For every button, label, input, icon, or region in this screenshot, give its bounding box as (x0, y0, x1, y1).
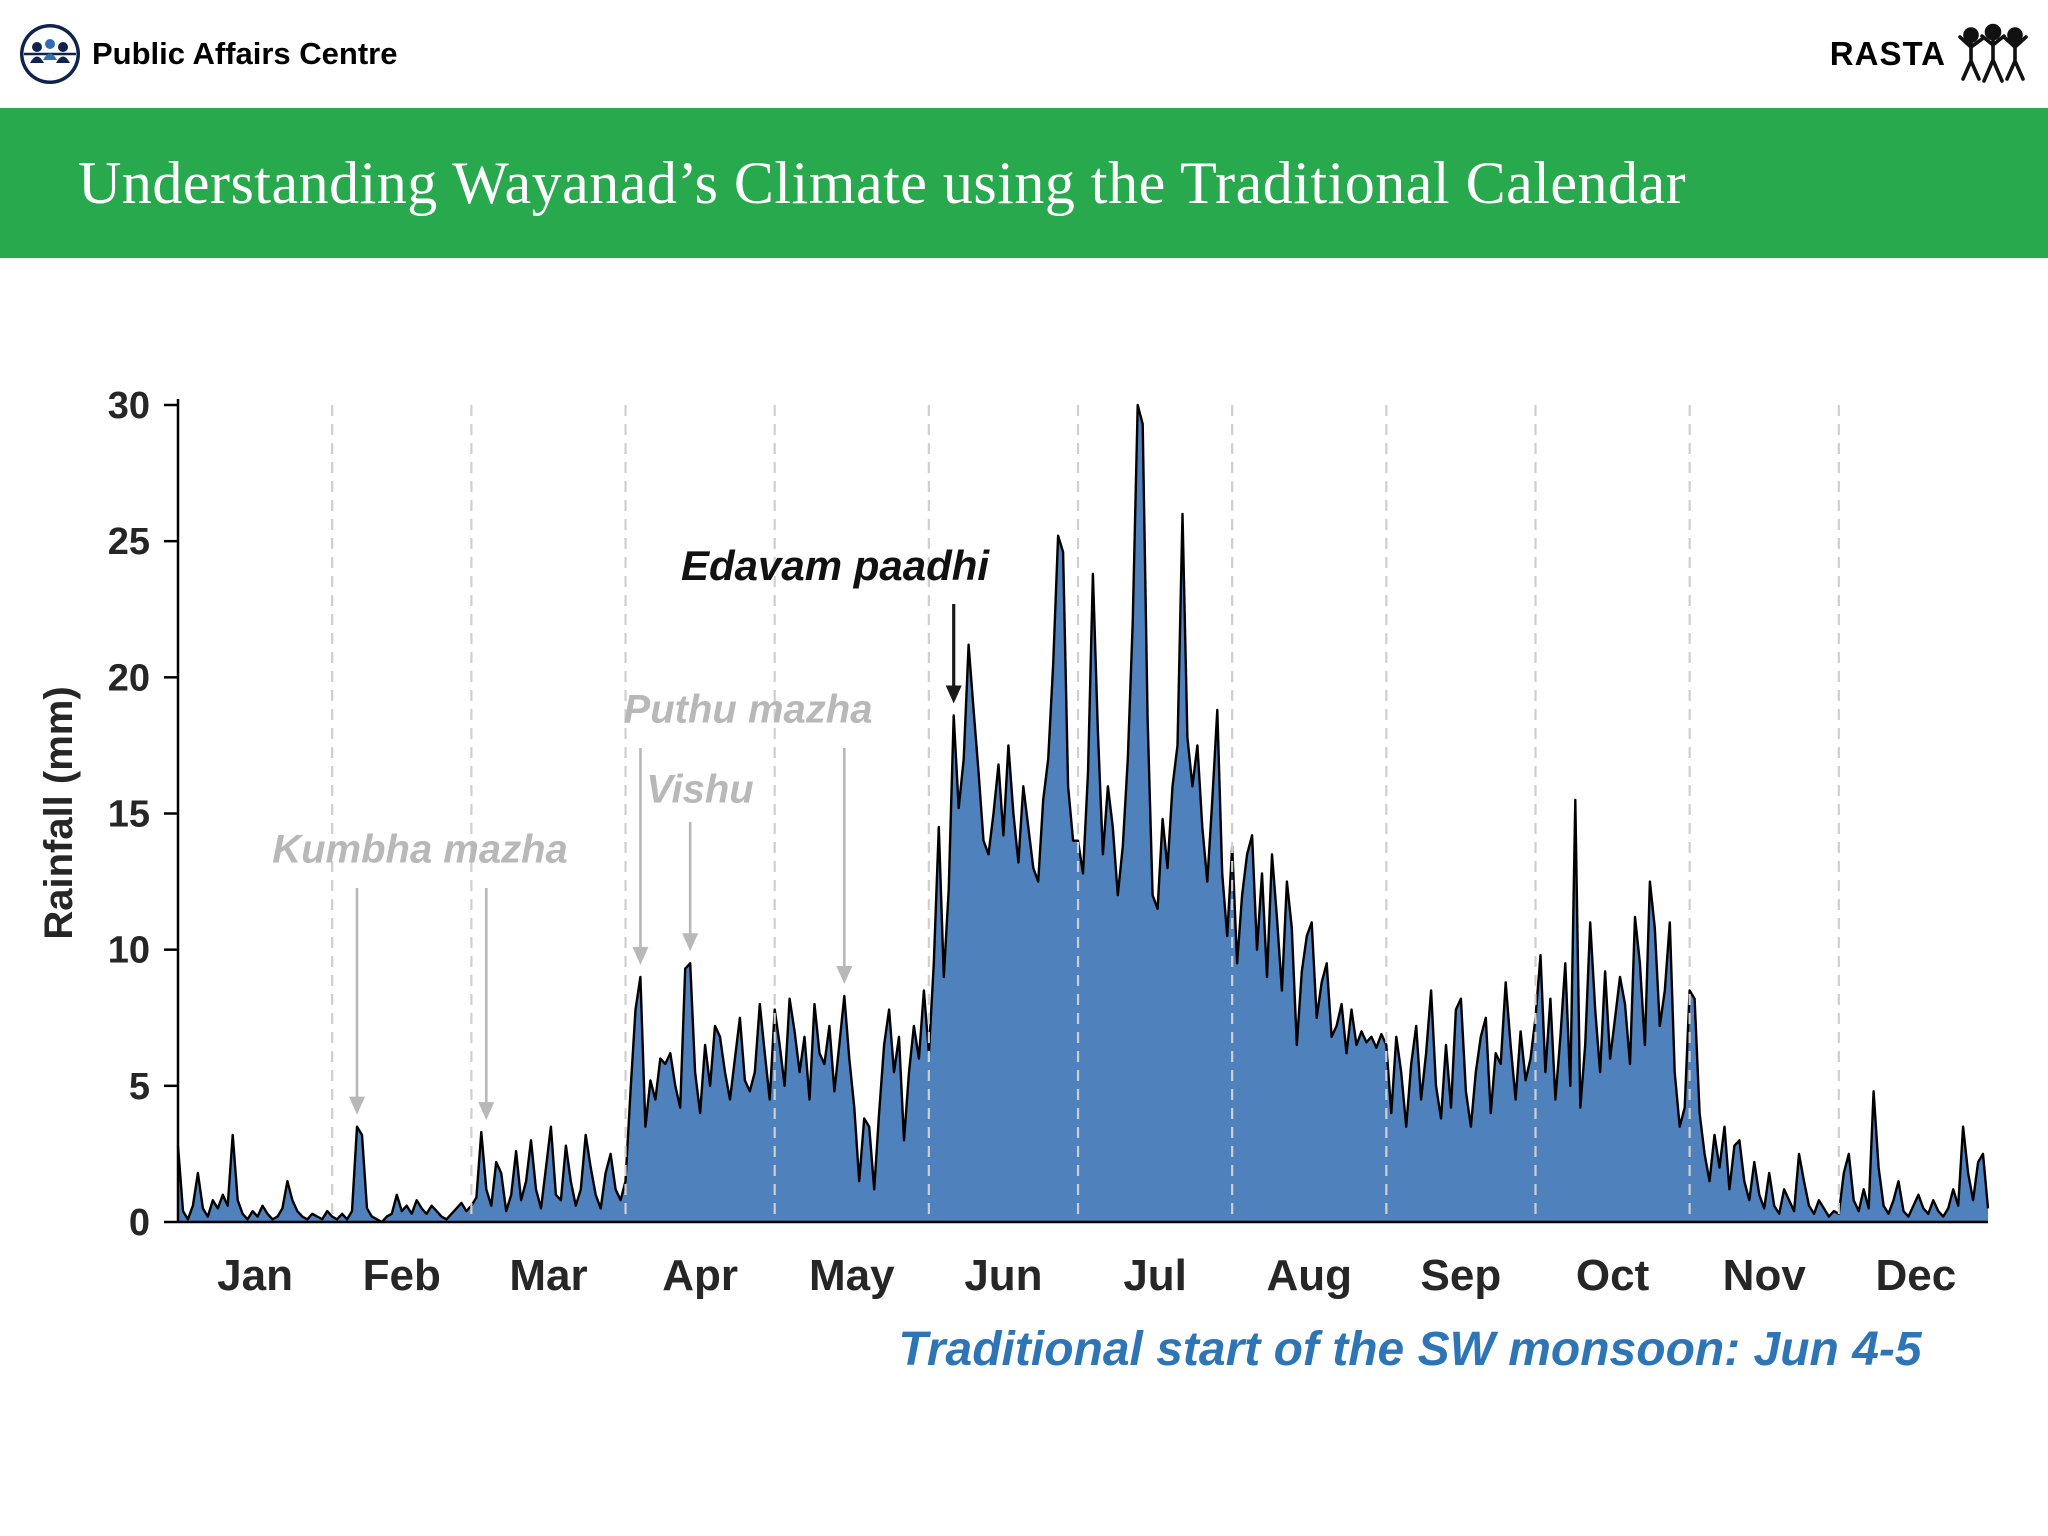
annotation-arrowhead (836, 965, 853, 984)
annotation-arrowhead (478, 1102, 495, 1121)
annotation-arrowhead (682, 933, 699, 952)
annotation-puthu-mazha: Puthu mazha (623, 687, 873, 732)
annotation-edavam-paadhi: Edavam paadhi (680, 542, 990, 589)
rasta-brand: RASTA (1830, 23, 2030, 85)
y-axis-tick-label: 10 (108, 930, 150, 972)
y-axis-tick-label: 15 (108, 794, 150, 836)
y-axis-tick-label: 20 (108, 657, 150, 699)
pac-logo-icon (20, 24, 80, 84)
top-bar: Public Affairs Centre RASTA (0, 0, 2048, 108)
y-axis-tick-label: 25 (108, 521, 150, 563)
annotation-kumbha-mazha: Kumbha mazha (272, 827, 568, 872)
page-title: Understanding Wayanad’s Climate using th… (78, 149, 1687, 216)
y-axis-tick-label: 5 (129, 1066, 150, 1108)
annotation-vishu: Vishu (646, 767, 754, 812)
x-axis-month-label: Jun (964, 1251, 1042, 1300)
annotation-arrowhead (349, 1096, 366, 1115)
annotation-arrowhead (945, 685, 962, 704)
x-axis-month-label: Jul (1123, 1251, 1187, 1300)
x-axis-month-label: Mar (509, 1251, 587, 1300)
x-axis-month-label: Feb (363, 1251, 441, 1300)
monsoon-caption: Traditional start of the SW monsoon: Jun… (898, 1323, 1922, 1376)
x-axis-month-label: Sep (1421, 1251, 1502, 1300)
org-name: Public Affairs Centre (92, 36, 398, 71)
x-axis-month-label: Apr (662, 1251, 738, 1300)
x-axis-month-label: Dec (1876, 1251, 1957, 1300)
x-axis-month-label: Oct (1576, 1251, 1650, 1300)
rasta-people-icon (1958, 23, 2028, 83)
rasta-label: RASTA (1829, 35, 1946, 72)
pac-brand: Public Affairs Centre (18, 22, 397, 86)
rainfall-line (176, 403, 1990, 1224)
rainfall-area (178, 405, 1988, 1222)
y-axis-tick-label: 0 (129, 1202, 150, 1244)
x-axis-month-label: Jan (217, 1251, 293, 1300)
x-axis-month-label: May (809, 1251, 895, 1300)
y-axis-tick-label: 30 (108, 385, 150, 427)
y-axis-title: Rainfall (mm) (37, 686, 81, 939)
annotation-arrowhead (632, 946, 649, 965)
x-axis-month-label: Nov (1723, 1251, 1807, 1300)
title-banner: Understanding Wayanad’s Climate using th… (0, 108, 2048, 258)
x-axis-month-label: Aug (1266, 1251, 1352, 1300)
